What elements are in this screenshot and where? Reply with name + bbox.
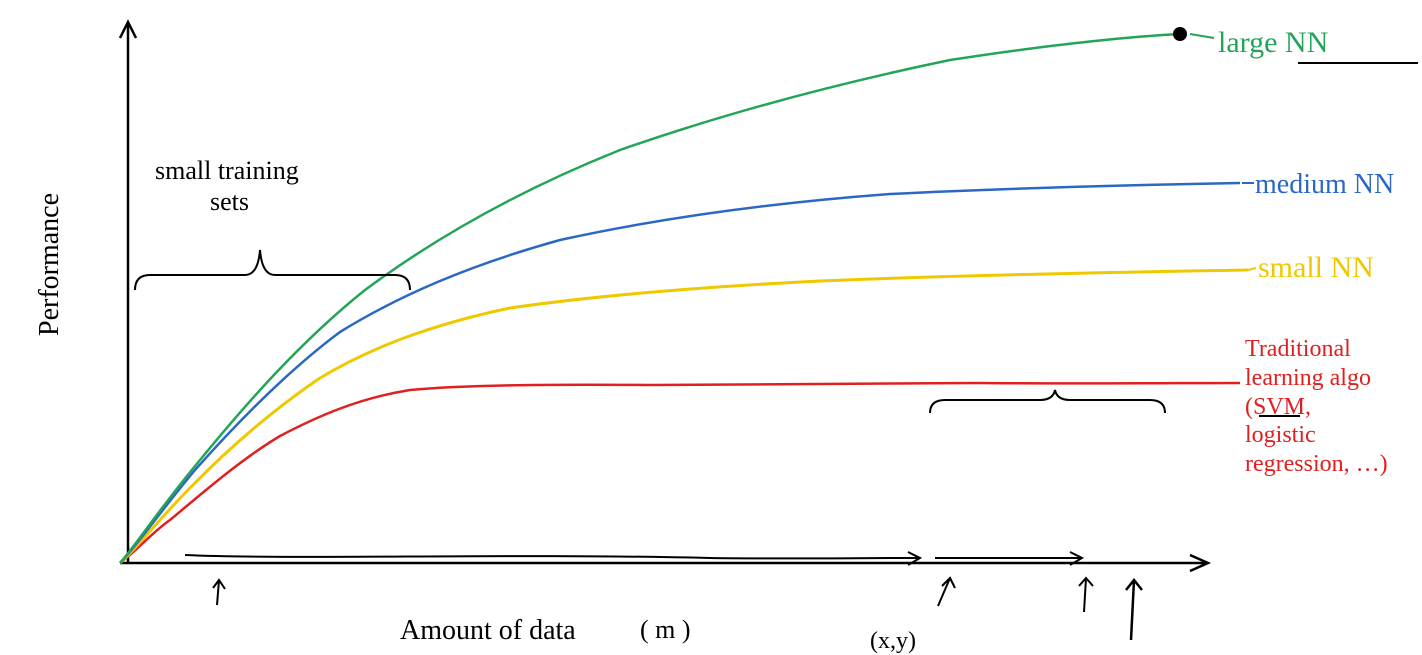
underline-large-nn [1298, 62, 1418, 64]
traditional-l4: logistic [1245, 422, 1316, 448]
x-axis-note-xy: (x,y) [870, 628, 916, 655]
small-training-line1: small training [155, 156, 299, 185]
curve-medium-nn [120, 183, 1240, 563]
large-nn-end-marker [1173, 27, 1187, 41]
chart-svg [0, 0, 1422, 648]
small-arrow-2 [938, 578, 955, 606]
curve-large-nn [120, 34, 1180, 563]
traditional-l1: Traditional [1245, 336, 1351, 362]
curve-small-nn [120, 270, 1248, 563]
x-axis-label: Amount of data [400, 615, 576, 647]
chart-container: Performance Amount of data ( m ) (x,y) s… [0, 0, 1422, 648]
traditional-l5: regression, …) [1245, 451, 1388, 477]
brace-small-training [135, 250, 410, 290]
traditional-l3: (SVM, [1245, 394, 1311, 420]
y-axis [120, 22, 136, 563]
annotation-small-training: small training sets [155, 155, 299, 217]
x-axis-note-m: ( m ) [640, 615, 691, 645]
label-traditional: Traditional learning algo (SVM, logistic… [1245, 335, 1422, 479]
label-large-nn: large NN [1218, 25, 1328, 61]
small-arrow-3 [1079, 578, 1093, 612]
y-axis-label: Performance [34, 193, 66, 336]
small-arrow-1 [213, 580, 225, 605]
label-small-nn: small NN [1258, 250, 1374, 286]
small-training-line2: sets [210, 187, 249, 216]
small-arrow-4 [1126, 580, 1142, 640]
traditional-l2: learning algo [1245, 365, 1371, 391]
brace-right [930, 390, 1165, 413]
label-medium-nn: medium NN [1255, 168, 1394, 202]
curve-traditional [120, 383, 1240, 563]
